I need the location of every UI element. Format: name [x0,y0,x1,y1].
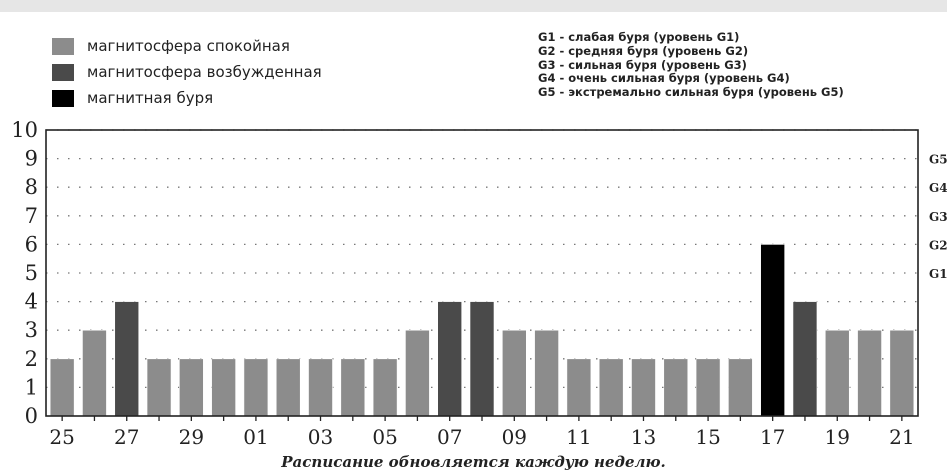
storm-level-legend: G1 - слабая буря (уровень G1) G2 - средн… [538,30,844,100]
y-tick-label: 4 [25,290,38,314]
bar [308,358,333,417]
bar [889,329,915,417]
x-tick-label: 15 [695,425,720,449]
y-tick-label: 1 [25,375,38,399]
storm-level-g5: G5 - экстремально сильная буря (уровень … [538,85,844,100]
legend-item-active: магнитосфера возбужденная [52,59,322,85]
x-tick-label: 27 [114,425,139,449]
legend-label-quiet: магнитосфера спокойная [87,37,290,55]
x-tick-label: 03 [308,425,333,449]
bar [243,358,269,417]
bar [437,301,463,417]
storm-level-g4: G4 - очень сильная буря (уровень G4) [538,71,790,86]
storm-level-g3: G3 - сильная буря (уровень G3) [538,57,747,72]
bar [760,244,785,417]
legend-item-quiet: магнитосфера спокойная [52,33,322,59]
y-tick-label: 0 [25,404,38,428]
g-level-label: G1 [929,267,947,281]
g-level-label: G5 [929,153,947,167]
bar [82,329,107,417]
x-tick-label: 17 [760,425,785,449]
bar [857,329,882,417]
x-tick-label: 01 [243,425,268,449]
x-tick-label: 25 [49,425,74,449]
bar [792,301,818,417]
bar [146,358,172,417]
x-tick-label: 19 [825,425,850,449]
x-tick-label: 21 [889,425,914,449]
x-tick-label: 09 [502,425,527,449]
bar [179,358,204,417]
x-tick-label: 07 [437,425,462,449]
top-strip [0,0,947,12]
bar [114,301,140,417]
bar [501,329,527,417]
bar [663,358,689,417]
bar [534,329,559,417]
bar [405,329,430,417]
x-tick-label: 29 [179,425,204,449]
storm-level-g2: G2 - средняя буря (уровень G2) [538,43,749,58]
y-tick-label: 2 [25,347,38,371]
legend-label-active: магнитосфера возбужденная [87,63,322,81]
legend-swatch-active [52,63,74,81]
chart-caption: Расписание обновляется каждую неделю. [281,453,666,471]
g-level-label: G2 [929,238,947,252]
y-tick-label: 5 [25,261,38,285]
x-tick-label: 11 [566,425,591,449]
legend: магнитосфера спокойная магнитосфера возб… [52,33,322,111]
y-tick-label: 8 [25,175,38,199]
y-tick-label: 7 [25,204,38,228]
legend-swatch-storm [52,89,74,107]
bar [49,358,75,417]
x-tick-label: 13 [631,425,656,449]
bar [469,301,495,417]
y-tick-label: 3 [25,318,38,342]
bar [372,358,398,417]
bar [598,358,624,417]
bar [566,358,592,417]
bar [824,329,850,417]
y-tick-label: 10 [11,118,38,142]
bar [631,358,656,417]
legend-item-storm: магнитная буря [52,85,322,111]
bar [695,358,721,417]
x-tick-label: 05 [372,425,397,449]
y-tick-label: 9 [25,147,38,171]
storm-level-g1: G1 - слабая буря (уровень G1) [538,30,740,44]
legend-label-storm: магнитная буря [87,89,214,107]
g-level-label: G4 [929,181,947,195]
bar [728,358,753,417]
bar [275,358,301,417]
legend-swatch-quiet [52,37,74,55]
bar [340,358,366,417]
y-tick-label: 6 [25,232,38,256]
bar [211,358,236,417]
g-level-label: G3 [929,210,947,224]
